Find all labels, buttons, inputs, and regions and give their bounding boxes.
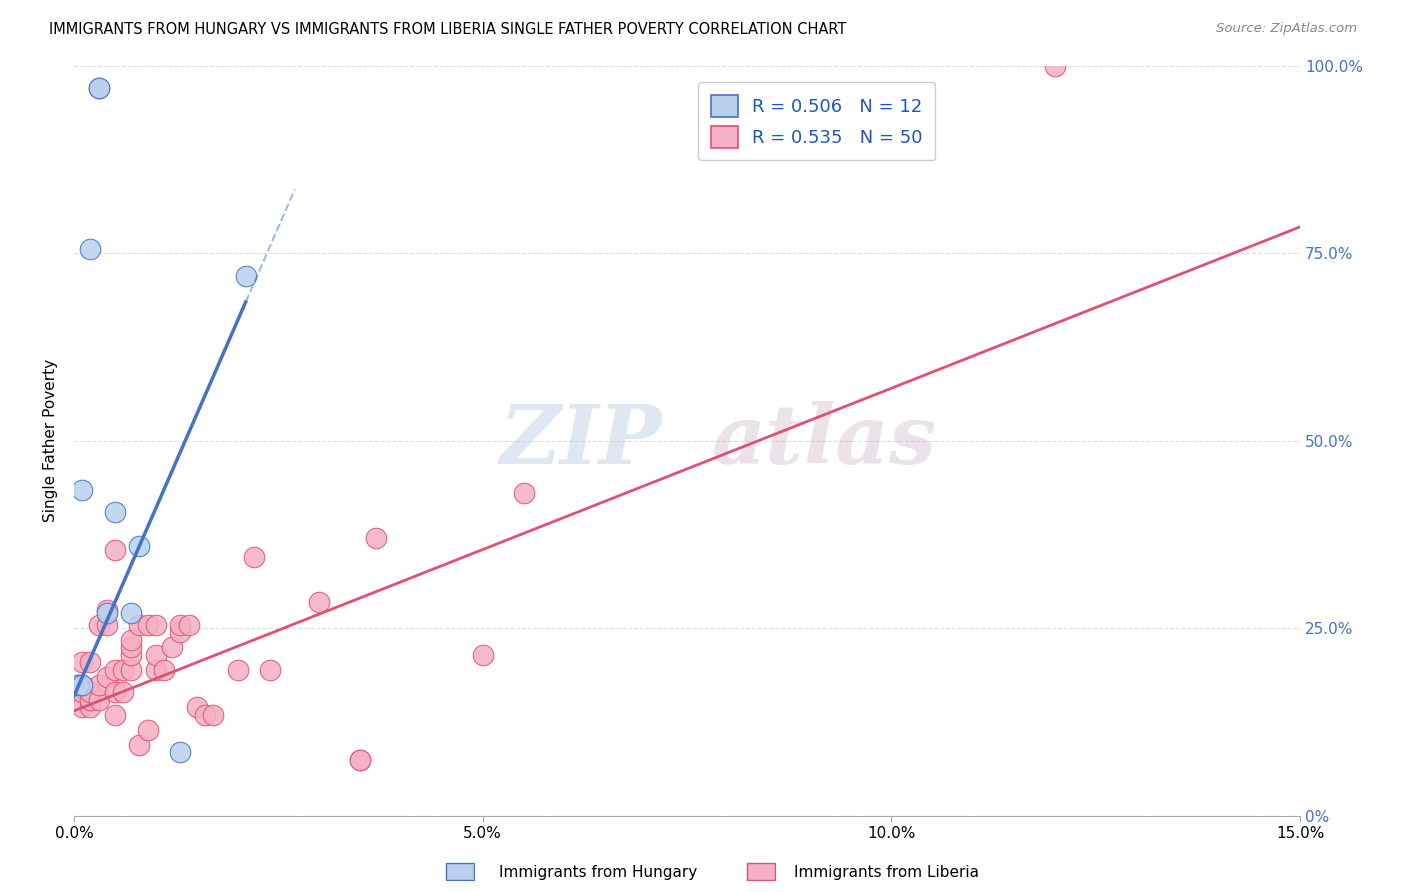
Point bbox=[104, 505, 127, 519]
Point bbox=[145, 648, 167, 662]
Point bbox=[120, 648, 142, 662]
Point bbox=[169, 625, 191, 640]
Point bbox=[226, 663, 249, 677]
Point bbox=[235, 268, 257, 283]
Point bbox=[79, 655, 101, 669]
Point bbox=[79, 692, 101, 706]
Point bbox=[136, 723, 159, 737]
Text: Source: ZipAtlas.com: Source: ZipAtlas.com bbox=[1216, 22, 1357, 36]
Point bbox=[128, 617, 150, 632]
Point bbox=[67, 677, 90, 691]
Point bbox=[104, 685, 127, 699]
Text: Immigrants from Hungary: Immigrants from Hungary bbox=[499, 865, 697, 880]
Point bbox=[145, 617, 167, 632]
Point bbox=[72, 655, 94, 669]
Point bbox=[79, 685, 101, 699]
Text: atlas: atlas bbox=[711, 401, 936, 481]
Point bbox=[128, 539, 150, 553]
Point bbox=[366, 531, 388, 545]
Point bbox=[120, 663, 142, 677]
Point bbox=[243, 549, 266, 564]
Point bbox=[72, 700, 94, 714]
Point bbox=[72, 483, 94, 497]
Point bbox=[349, 753, 371, 767]
Text: Immigrants from Liberia: Immigrants from Liberia bbox=[794, 865, 980, 880]
Point bbox=[1043, 59, 1066, 73]
Point bbox=[169, 745, 191, 759]
Point bbox=[72, 677, 94, 691]
Point bbox=[96, 670, 118, 684]
Point bbox=[87, 81, 110, 95]
Point bbox=[169, 617, 191, 632]
Point bbox=[72, 677, 94, 691]
Text: IMMIGRANTS FROM HUNGARY VS IMMIGRANTS FROM LIBERIA SINGLE FATHER POVERTY CORRELA: IMMIGRANTS FROM HUNGARY VS IMMIGRANTS FR… bbox=[49, 22, 846, 37]
Point bbox=[79, 700, 101, 714]
Point bbox=[512, 486, 534, 500]
Text: ZIP: ZIP bbox=[501, 401, 662, 481]
Point bbox=[202, 707, 225, 722]
Legend: R = 0.506   N = 12, R = 0.535   N = 50: R = 0.506 N = 12, R = 0.535 N = 50 bbox=[699, 82, 935, 161]
Point bbox=[79, 243, 101, 257]
Point bbox=[87, 677, 110, 691]
Point bbox=[194, 707, 217, 722]
Point bbox=[96, 602, 118, 616]
Point bbox=[104, 707, 127, 722]
Point bbox=[72, 685, 94, 699]
Point bbox=[87, 81, 110, 95]
Y-axis label: Single Father Poverty: Single Father Poverty bbox=[44, 359, 58, 523]
Point bbox=[87, 617, 110, 632]
Point bbox=[471, 648, 494, 662]
Point bbox=[87, 692, 110, 706]
Point bbox=[136, 617, 159, 632]
Point bbox=[349, 753, 371, 767]
Point bbox=[308, 595, 330, 609]
Point bbox=[153, 663, 176, 677]
Point bbox=[104, 542, 127, 557]
Point bbox=[120, 607, 142, 621]
Point bbox=[160, 640, 183, 654]
Point bbox=[112, 663, 135, 677]
Point bbox=[67, 677, 90, 691]
Point bbox=[177, 617, 200, 632]
Point bbox=[186, 700, 208, 714]
Point bbox=[112, 685, 135, 699]
Point bbox=[145, 663, 167, 677]
Point bbox=[259, 663, 281, 677]
Point bbox=[128, 738, 150, 752]
Point bbox=[104, 663, 127, 677]
Point bbox=[120, 640, 142, 654]
Point bbox=[120, 632, 142, 647]
Point bbox=[96, 617, 118, 632]
Point bbox=[96, 607, 118, 621]
